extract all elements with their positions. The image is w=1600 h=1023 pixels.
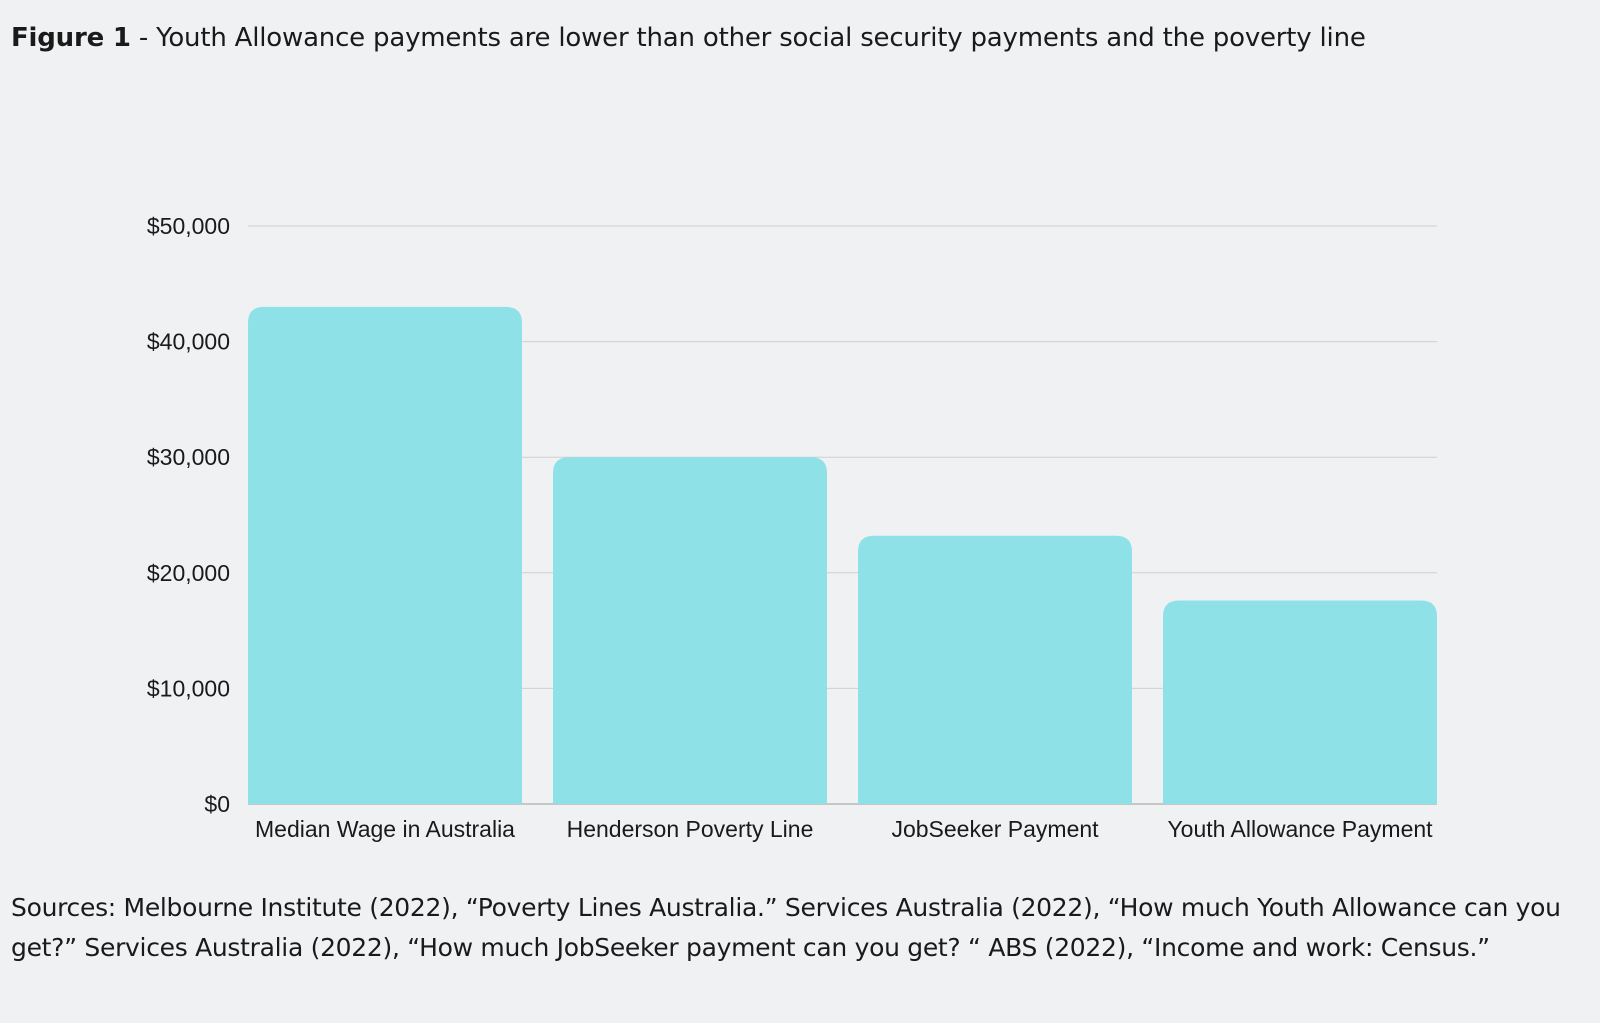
y-axis-ticks: $0 $10,000 $20,000 $30,000 $40,000 $50,000 bbox=[147, 213, 230, 817]
sources-note: Sources: Melbourne Institute (2022), “Po… bbox=[11, 893, 1561, 962]
chart-title: Youth Allowance payments are lower than … bbox=[156, 23, 1366, 53]
x-axis-categories: Median Wage in Australia Henderson Povert… bbox=[255, 816, 1433, 842]
y-tick-label: $0 bbox=[204, 791, 230, 817]
bar-chart: $0 $10,000 $20,000 $30,000 $40,000 $50,000 Me… bbox=[147, 213, 1437, 842]
x-category-label: JobSeeker Payment bbox=[891, 816, 1099, 842]
bar bbox=[553, 457, 827, 804]
x-category-label: Henderson Poverty Line bbox=[567, 816, 814, 842]
figure-title: Figure 1 - Youth Allowance payments are … bbox=[11, 18, 1366, 58]
bar bbox=[248, 306, 522, 804]
x-category-label: Youth Allowance Payment bbox=[1167, 816, 1433, 842]
title-separator: - bbox=[130, 23, 157, 53]
figure-label: Figure 1 bbox=[11, 23, 131, 53]
y-tick-label: $20,000 bbox=[147, 560, 230, 586]
x-category-label: Median Wage in Australia bbox=[255, 816, 515, 842]
y-tick-label: $30,000 bbox=[147, 444, 230, 470]
y-tick-label: $40,000 bbox=[147, 329, 230, 355]
y-tick-label: $10,000 bbox=[147, 675, 230, 701]
y-tick-label: $50,000 bbox=[147, 213, 230, 239]
bar bbox=[1163, 600, 1437, 804]
bars bbox=[248, 306, 1437, 804]
bar bbox=[858, 535, 1132, 804]
